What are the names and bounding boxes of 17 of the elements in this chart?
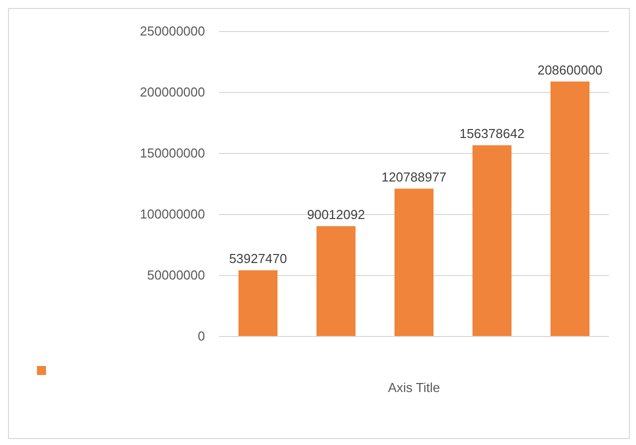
data-label: 156378642 (459, 126, 525, 142)
x-axis-title: Axis Title (388, 380, 440, 395)
bar (472, 145, 512, 336)
data-label: 90012092 (307, 207, 365, 222)
y-tick-label: 250000000 (140, 24, 205, 38)
bar (394, 188, 434, 336)
bar (316, 226, 356, 336)
bar (238, 270, 278, 336)
y-tick-label: 0 (198, 328, 205, 344)
data-label: 120788977 (381, 170, 447, 185)
y-tick-label: 50000000 (147, 268, 205, 282)
y-tick-label: 100000000 (140, 206, 205, 222)
bar (550, 82, 590, 336)
data-label: 208600000 (537, 62, 603, 78)
data-label: 53927470 (229, 251, 287, 266)
y-tick-label: 150000000 (140, 146, 205, 160)
y-tick-label: 200000000 (140, 84, 205, 100)
